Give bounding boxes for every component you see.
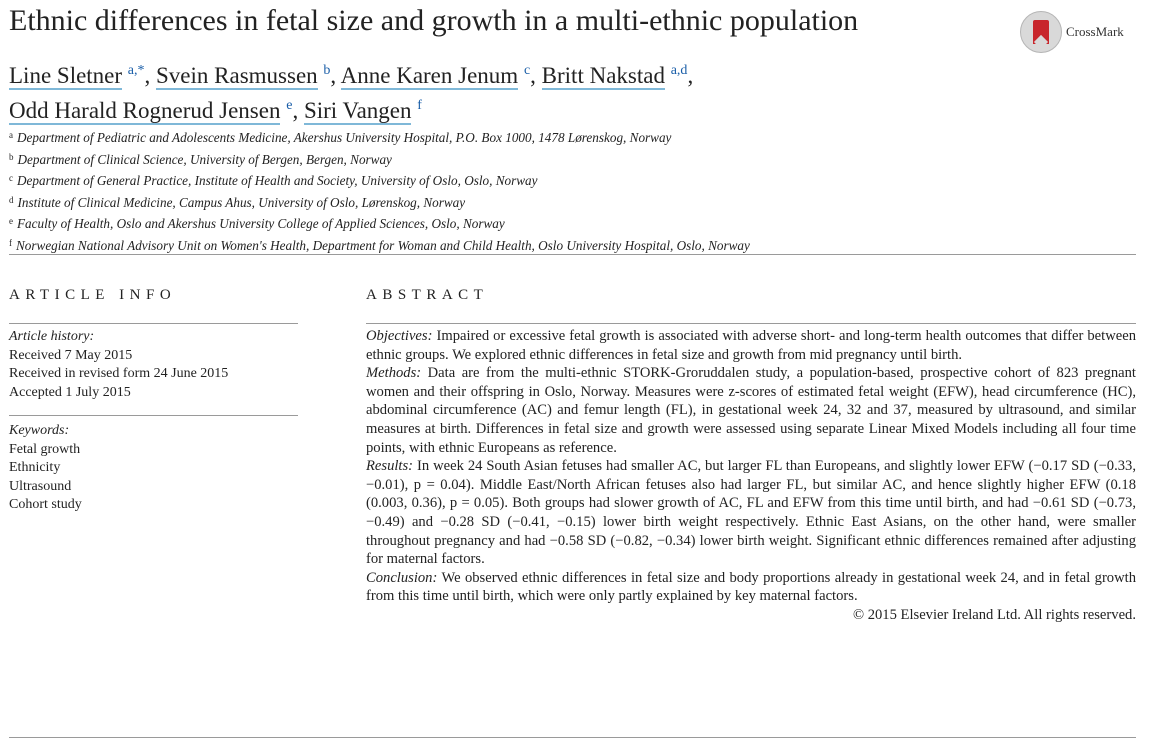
keyword: Ethnicity <box>9 460 61 475</box>
crossmark-label: CrossMark <box>1066 24 1124 39</box>
author-link[interactable]: Anne Karen Jenum c <box>340 63 531 90</box>
abstract-divider <box>366 323 1136 324</box>
keyword: Cohort study <box>9 497 82 512</box>
abstract-heading: ABSTRACT <box>366 287 489 303</box>
abstract-conclusion: Conclusion: We observed ethnic differenc… <box>366 569 1136 605</box>
header-divider <box>9 254 1136 255</box>
keywords-divider <box>9 415 298 416</box>
copyright-notice: © 2015 Elsevier Ireland Ltd. All rights … <box>852 606 1136 623</box>
affiliation: d Institute of Clinical Medicine, Campus … <box>9 194 466 210</box>
article-info-divider <box>9 323 298 324</box>
affiliations: a Department of Pediatric and Adolescents… <box>9 126 1109 256</box>
affiliation: c Department of General Practice, Institu… <box>9 173 538 189</box>
author-link[interactable]: Line Sletner a,* <box>9 63 145 90</box>
abstract-results: Results: In week 24 South Asian fetuses … <box>366 458 1136 568</box>
keywords: Keywords: Fetal growth Ethnicity Ultraso… <box>9 422 82 515</box>
history-item: Received 7 May 2015 <box>9 347 133 363</box>
keywords-label: Keywords: <box>9 423 70 438</box>
keyword: Fetal growth <box>9 441 81 457</box>
article-history: Article history: Received 7 May 2015 Rec… <box>9 328 228 402</box>
footer-divider <box>9 737 1136 738</box>
article-history-label: Article history: <box>9 329 95 344</box>
affiliation: b Department of Clinical Science, Univers… <box>9 151 392 167</box>
affiliation: f Norwegian National Advisory Unit on Wom… <box>9 237 750 253</box>
history-item: Accepted 1 July 2015 <box>9 384 131 400</box>
crossmark-icon <box>1020 11 1062 53</box>
article-info-heading: ARTICLE INFO <box>9 287 177 303</box>
abstract-methods: Methods: Data are from the multi-ethnic … <box>366 365 1136 456</box>
history-item: Received in revised form 24 June 2015 <box>9 366 229 381</box>
affiliation: a Department of Pediatric and Adolescents… <box>9 130 672 145</box>
author-link[interactable]: Svein Rasmussen b <box>156 63 331 90</box>
author-link[interactable]: Britt Nakstad a,d <box>541 63 688 90</box>
keyword: Ultrasound <box>9 478 72 494</box>
abstract-body: Objectives: Impaired or excessive fetal … <box>366 327 1136 625</box>
abstract-objectives: Objectives: Impaired or excessive fetal … <box>366 328 1136 363</box>
article-title: Ethnic differences in fetal size and gro… <box>9 4 859 37</box>
affiliation: e Faculty of Health, Oslo and Akershus Un… <box>9 216 505 232</box>
author-list: Line Sletner a,*, Svein Rasmussen b, Ann… <box>9 63 694 125</box>
crossmark-badge[interactable]: CrossMark <box>1020 10 1145 54</box>
author-link[interactable]: Siri Vangen f <box>303 98 422 125</box>
author-link[interactable]: Odd Harald Rognerud Jensen e <box>9 98 293 125</box>
